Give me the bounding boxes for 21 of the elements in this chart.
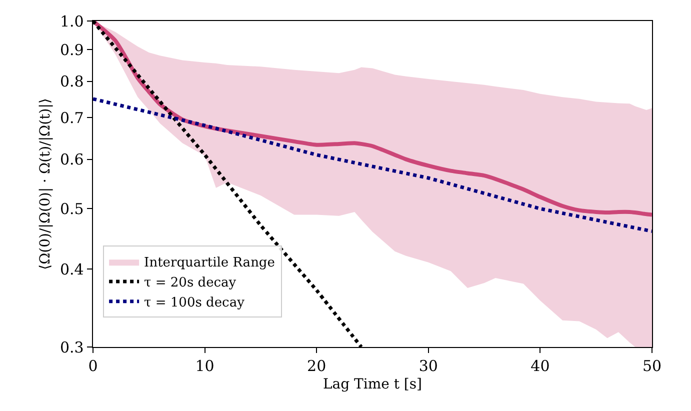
x-tick-label: 50: [642, 357, 662, 376]
legend-label: τ = 100s decay: [144, 295, 246, 310]
x-tick-label: 10: [195, 357, 214, 376]
legend-label: τ = 20s decay: [144, 276, 237, 291]
x-tick-label: 0: [88, 357, 98, 376]
y-tick-label: 0.4: [60, 260, 84, 278]
line-series: [93, 21, 652, 217]
y-tick-label: 0.8: [60, 72, 84, 91]
x-tick-label: 20: [307, 357, 326, 376]
line-series: [93, 97, 652, 234]
y-tick-label: 0.6: [60, 150, 84, 169]
y-tick-label: 1.0: [60, 12, 84, 30]
x-tick-label: 30: [418, 357, 438, 376]
y-tick-label: 0.5: [60, 200, 84, 218]
x-axis-title: Lag Time t [s]: [322, 376, 422, 392]
y-tick-label: 0.3: [60, 338, 84, 356]
x-tick-label: 40: [530, 357, 550, 376]
y-axis-title: ⟨Ω(0)/|Ω(0)| · Ω(t)/|Ω(t)|⟩: [38, 98, 54, 270]
y-tick-label: 0.7: [60, 108, 84, 127]
y-tick-label: 0.9: [60, 40, 84, 59]
legend-label: Interquartile Range: [144, 256, 276, 271]
